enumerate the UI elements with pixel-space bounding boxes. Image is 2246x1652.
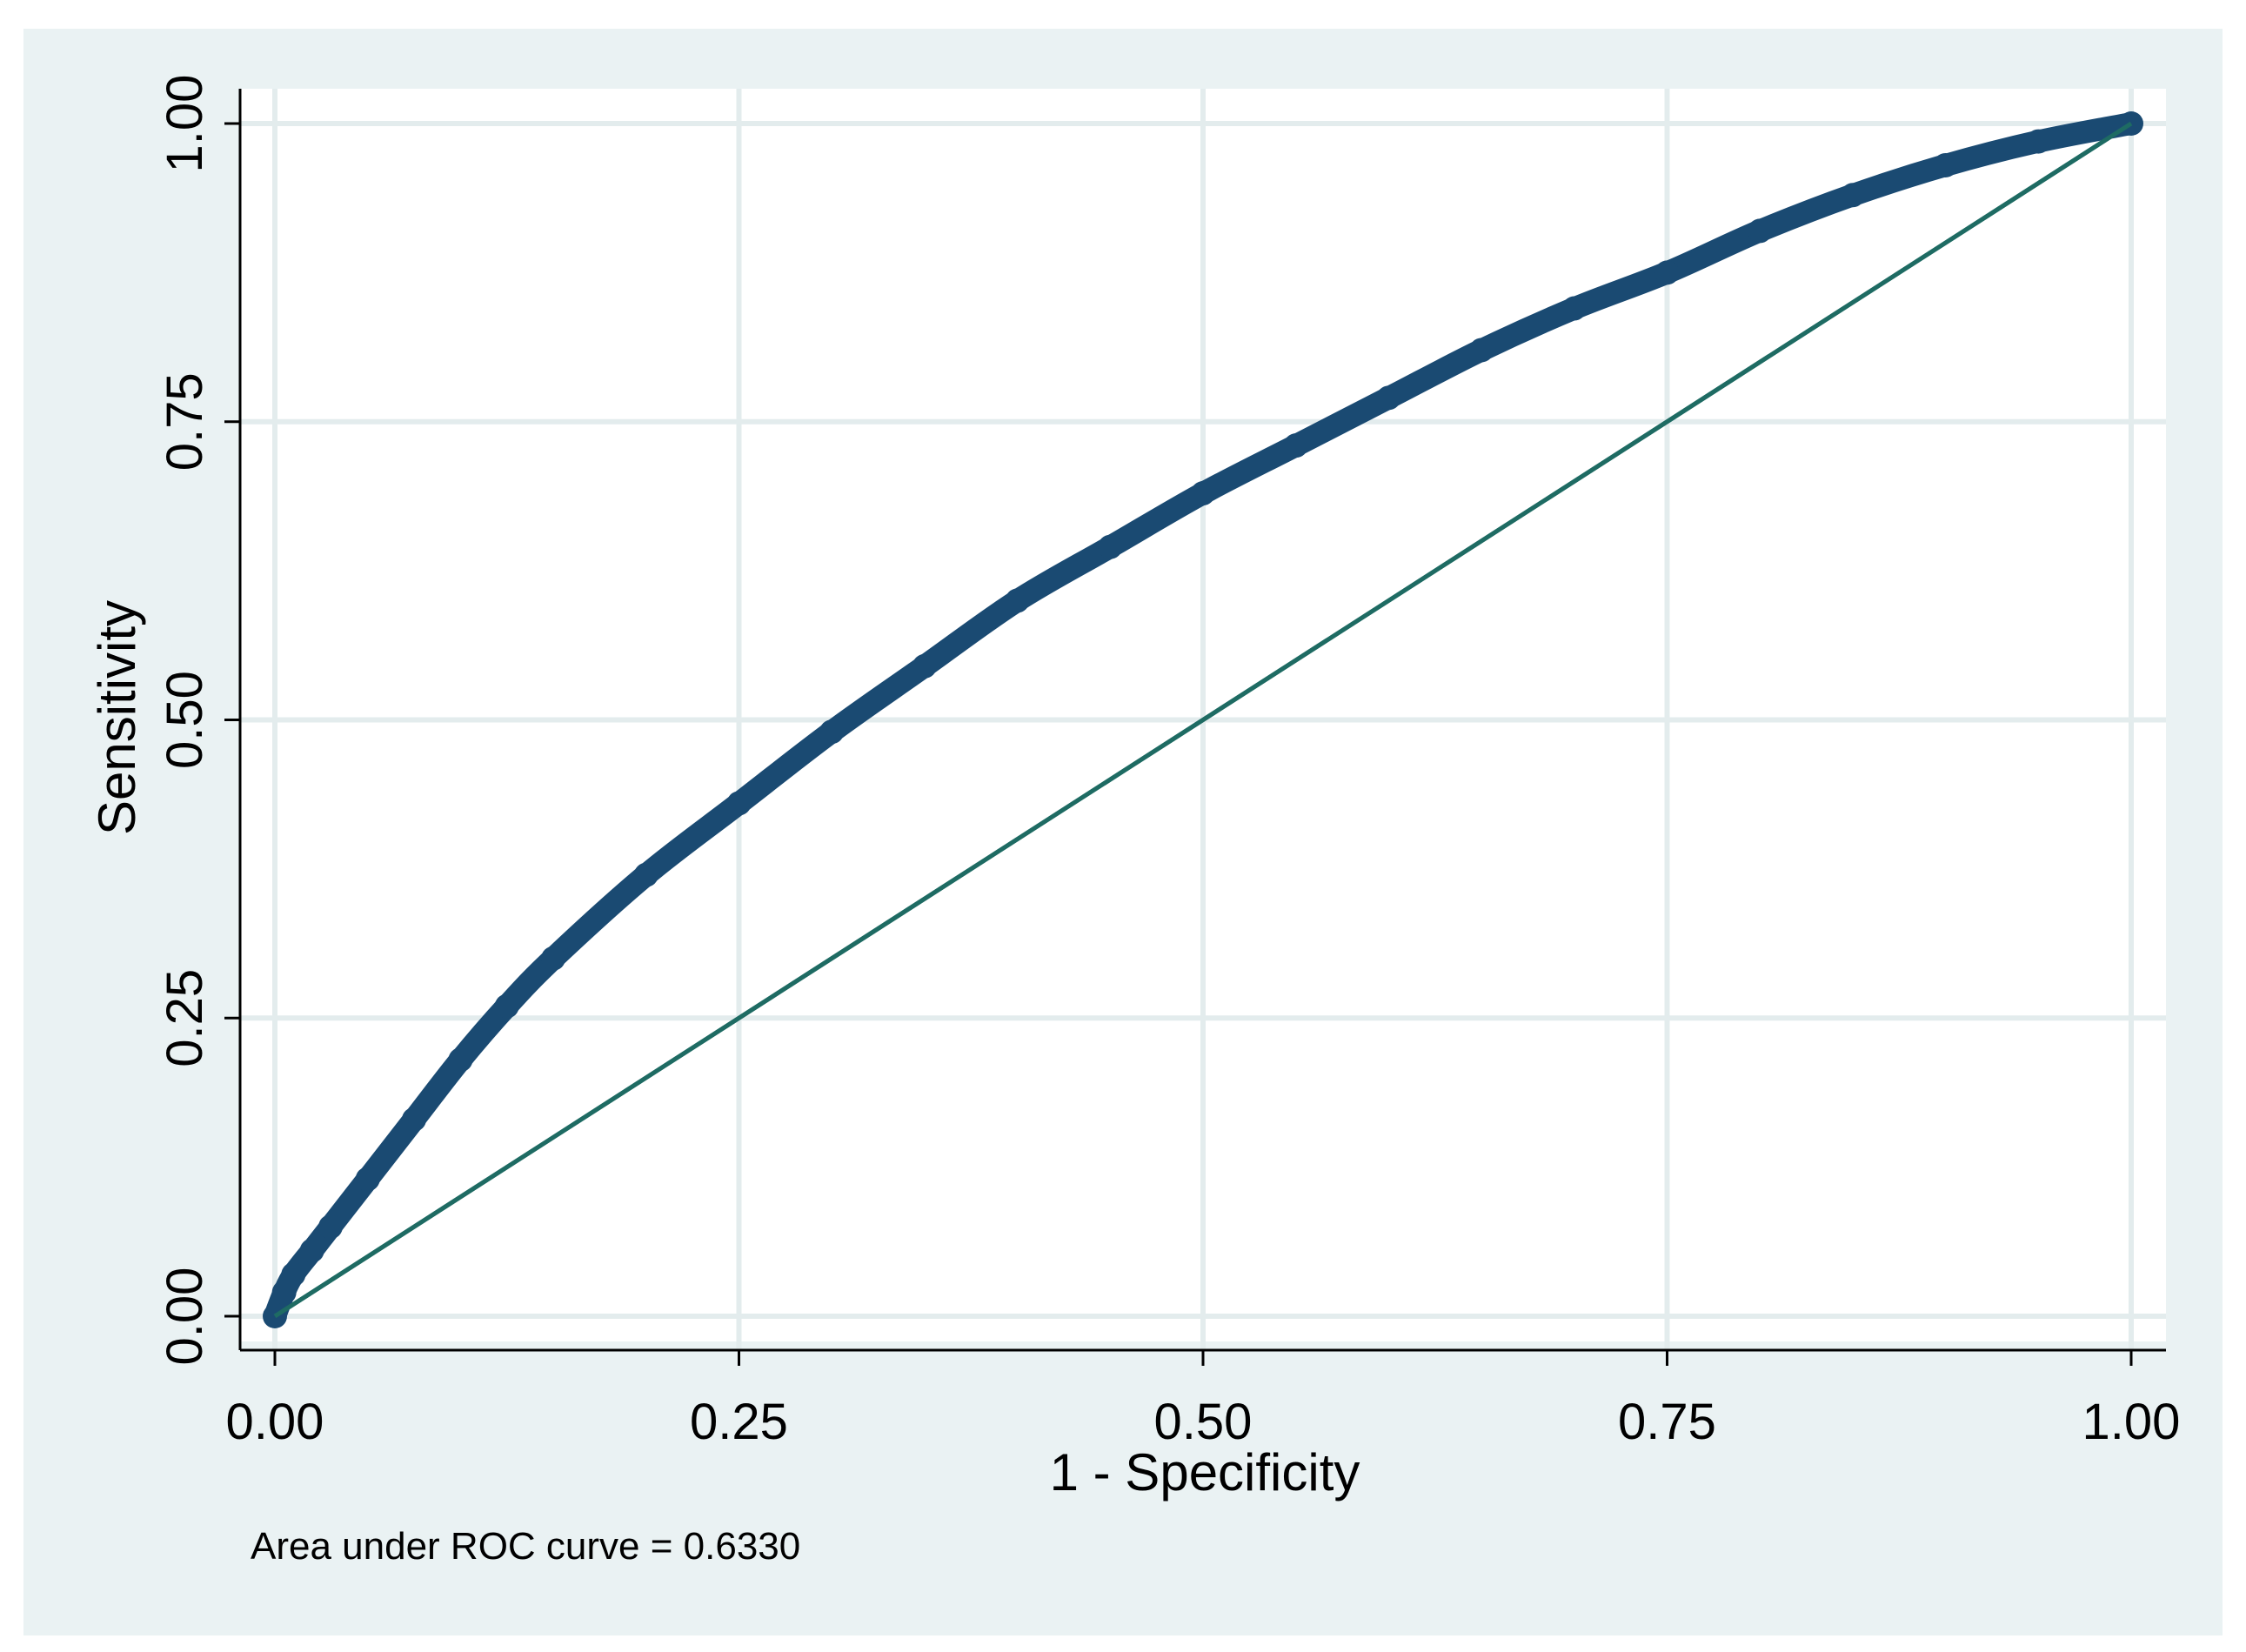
- roc-point-18: [1376, 385, 1401, 411]
- roc-point-11: [726, 791, 752, 816]
- x-tick-label-1: 0.25: [690, 1394, 788, 1450]
- roc-point-6: [402, 1107, 427, 1132]
- roc-point-2: [281, 1262, 306, 1287]
- roc-point-1: [271, 1280, 297, 1305]
- roc-point-4: [318, 1214, 344, 1240]
- roc-point-8: [494, 993, 519, 1019]
- roc-point-23: [1840, 183, 1865, 208]
- roc-point-22: [1748, 218, 1773, 244]
- roc-point-9: [541, 946, 566, 971]
- roc-point-17: [1283, 433, 1308, 458]
- roc-point-19: [1469, 338, 1494, 363]
- roc-point-16: [1191, 481, 1215, 506]
- roc-point-13: [912, 653, 937, 679]
- x-tick-label-2: 0.50: [1154, 1394, 1253, 1450]
- y-axis-title: Sensitivity: [88, 600, 146, 835]
- axes: [224, 89, 2166, 1366]
- x-tick-label-3: 0.75: [1618, 1394, 1716, 1450]
- roc-point-3: [299, 1238, 324, 1263]
- roc-point-24: [1933, 152, 1958, 177]
- y-tick-label-3: 0.75: [157, 372, 213, 471]
- roc-point-20: [1561, 296, 1587, 321]
- roc-point-10: [633, 862, 658, 887]
- tick-labels: 0.00 0.25 0.50 0.75 1.00 0.00 0.25 0.50 0.75 1.00: [157, 75, 2180, 1450]
- auc-note: Area under ROC curve = 0.6330: [251, 1525, 800, 1568]
- x-axis-title: 1 - Specificity: [1050, 1443, 1360, 1502]
- reference-line-overlay: [273, 121, 2133, 1319]
- x-tick-label-4: 1.00: [2082, 1394, 2181, 1450]
- roc-point-5: [355, 1167, 380, 1192]
- roc-point-15: [1098, 534, 1123, 559]
- roc-point-25: [2026, 129, 2051, 154]
- x-tick-label-0: 0.00: [226, 1394, 324, 1450]
- y-tick-label-4: 1.00: [157, 75, 213, 173]
- roc-point-21: [1654, 260, 1680, 285]
- roc-point-12: [819, 719, 845, 745]
- roc-point-14: [1005, 588, 1030, 613]
- y-tick-label-2: 0.50: [157, 671, 213, 769]
- series-layer: [263, 111, 2143, 1328]
- y-tick-label-1: 0.25: [157, 969, 213, 1067]
- roc-curve: [264, 112, 2142, 1328]
- roc-point-7: [448, 1047, 473, 1073]
- y-tick-label-0: 0.00: [157, 1267, 213, 1366]
